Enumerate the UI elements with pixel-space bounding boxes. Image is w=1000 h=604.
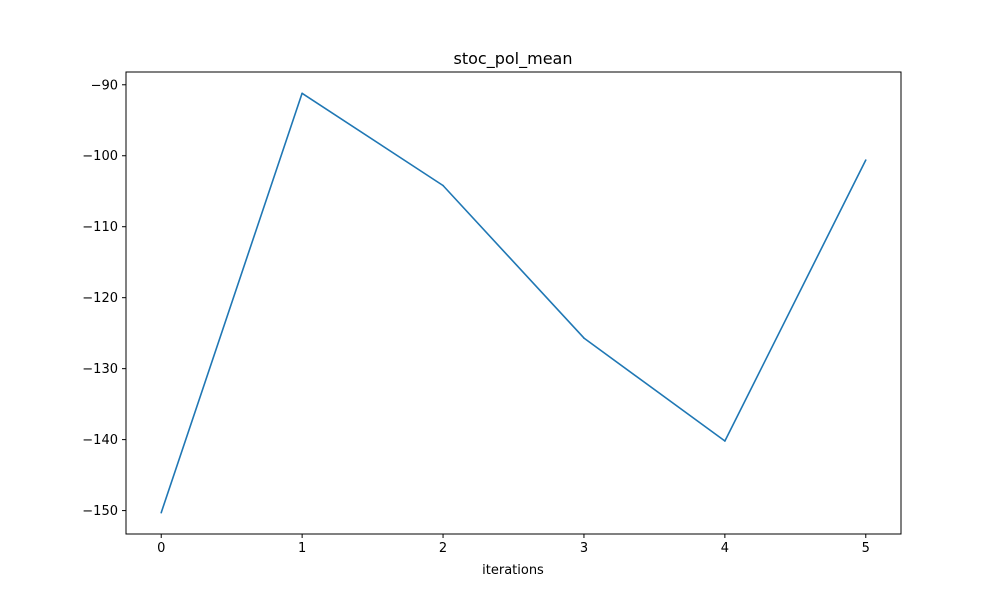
chart-title: stoc_pol_mean — [454, 49, 573, 69]
x-tick-label: 5 — [862, 541, 870, 556]
x-tick-label: 3 — [580, 541, 588, 556]
x-axis: 0 1 2 3 4 5 — [157, 534, 870, 556]
x-tick-label: 1 — [298, 541, 306, 556]
series-line — [160, 92, 867, 513]
x-tick-label: 0 — [157, 541, 165, 556]
data-point — [301, 92, 303, 95]
y-axis: −150 −140 −130 −120 −110 −100 −90 — [82, 78, 126, 519]
series-layer — [160, 92, 867, 514]
y-tick-label: −140 — [82, 433, 118, 448]
data-point — [442, 184, 444, 187]
x-tick-label: 4 — [721, 541, 729, 556]
y-tick-label: −110 — [82, 220, 118, 235]
data-point — [583, 337, 585, 339]
plot-area-frame — [125, 71, 902, 535]
data-point — [160, 511, 163, 514]
y-tick-label: −90 — [91, 78, 118, 93]
y-tick-label: −120 — [82, 291, 118, 306]
y-tick-label: −130 — [82, 362, 118, 377]
y-tick-label: −100 — [82, 149, 118, 164]
data-point — [864, 159, 867, 161]
data-point — [724, 440, 726, 442]
x-tick-label: 2 — [439, 541, 447, 556]
x-axis-label: iterations — [482, 563, 544, 578]
y-tick-label: −150 — [82, 504, 118, 519]
